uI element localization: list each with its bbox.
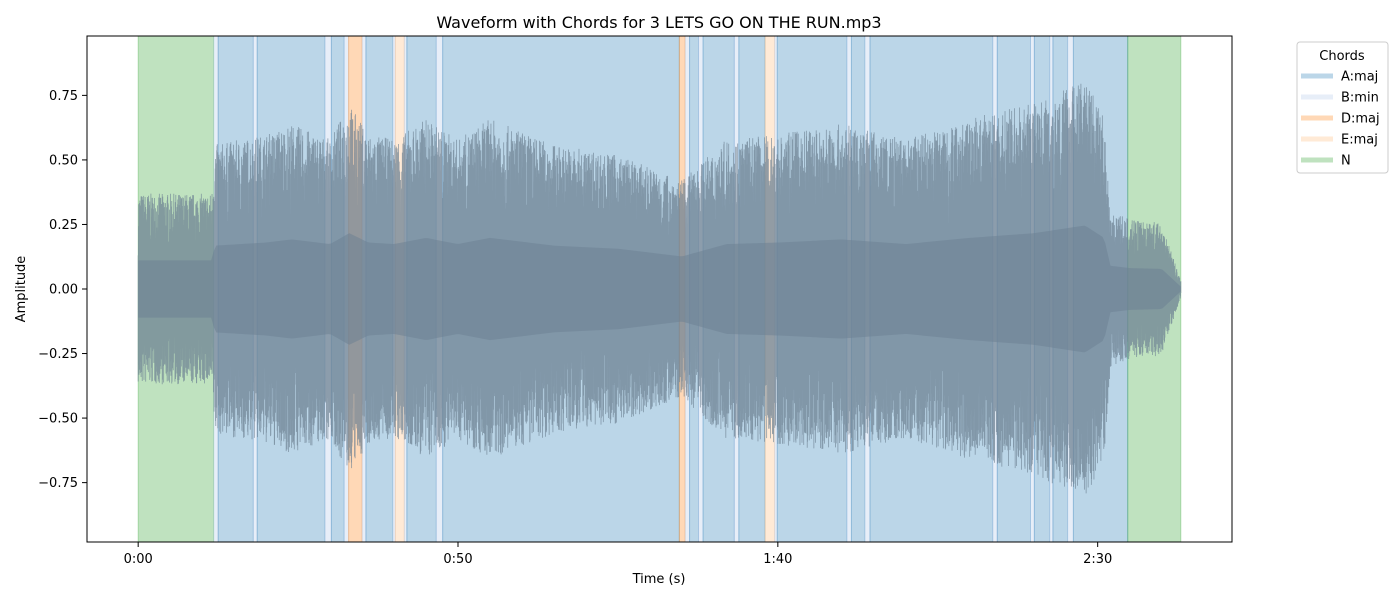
y-axis: 0.75 0.50 0.25 0.00 −0.25 −0.50 −0.75 — [38, 89, 87, 491]
legend-entry-label: A:maj — [1341, 70, 1378, 85]
legend-entry-label: N — [1341, 154, 1351, 169]
legend-title: Chords — [1319, 49, 1365, 64]
legend: Chords A:maj B:min D:maj E:maj N — [1296, 41, 1389, 174]
legend-entry-label: D:maj — [1341, 112, 1380, 127]
x-tick-label: 0:50 — [443, 552, 472, 567]
legend-entry-label: B:min — [1341, 91, 1379, 106]
y-tick-label: 0.00 — [49, 283, 78, 298]
x-tick-label: 1:40 — [763, 552, 792, 567]
y-tick-label: 0.50 — [49, 153, 78, 168]
x-tick-label: 0:00 — [124, 552, 153, 567]
y-tick-label: −0.50 — [38, 412, 78, 427]
y-tick-label: −0.75 — [38, 476, 78, 491]
legend-frame — [1296, 41, 1389, 174]
legend-entry-label: E:maj — [1341, 133, 1378, 148]
x-axis: 0:00 0:50 1:40 2:30 — [124, 542, 1112, 567]
chart-title: Waveform with Chords for 3 LETS GO ON TH… — [436, 13, 881, 32]
x-axis-label: Time (s) — [632, 572, 686, 587]
waveform-core — [138, 225, 1181, 353]
y-tick-label: 0.25 — [49, 218, 78, 233]
plot-area — [137, 35, 1182, 543]
y-tick-label: −0.25 — [38, 347, 78, 362]
x-tick-label: 2:30 — [1083, 552, 1112, 567]
y-axis-label: Amplitude — [14, 256, 29, 323]
y-tick-label: 0.75 — [49, 89, 78, 104]
